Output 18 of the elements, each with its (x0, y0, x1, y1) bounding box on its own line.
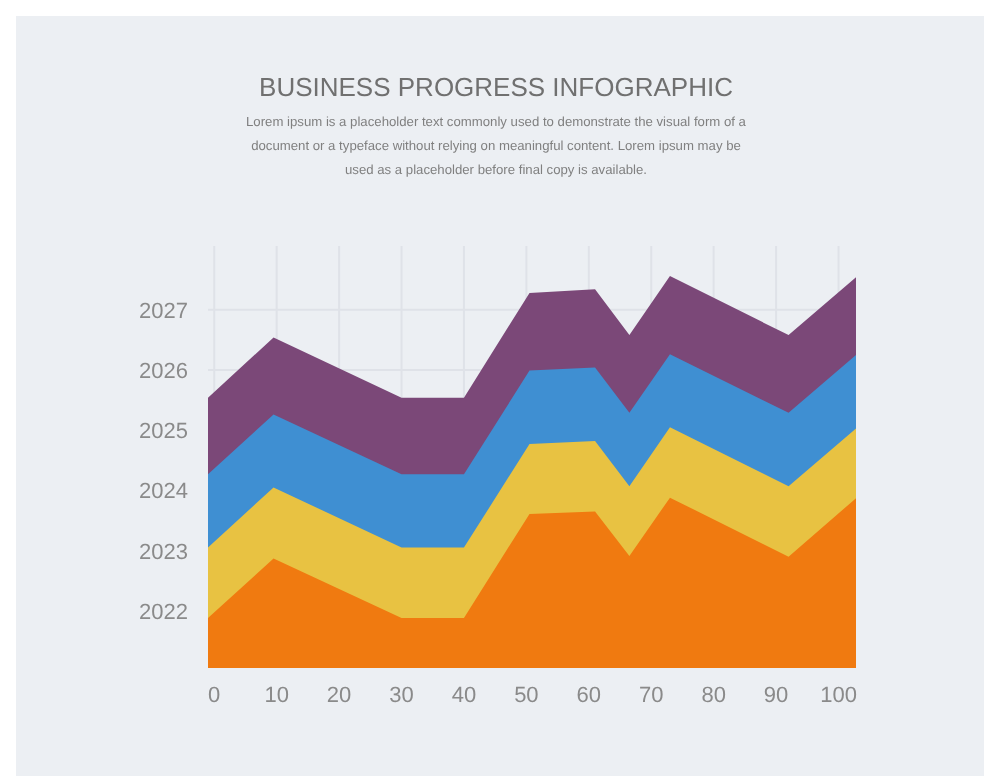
x-tick-label: 20 (326, 684, 352, 708)
x-tick-label: 0 (208, 684, 221, 708)
x-tick-label: 10 (264, 684, 289, 708)
x-tick-label: 70 (638, 684, 664, 708)
x-tick-label: 40 (451, 684, 477, 708)
y-tick-label: 2027 (139, 299, 188, 324)
x-tick-label: 90 (763, 684, 789, 708)
x-tick-label: 50 (514, 684, 539, 708)
x-tick-label: 80 (701, 684, 726, 708)
y-tick-label: 2026 (139, 360, 188, 385)
chart-title: BUSINESS PROGRESS INFOGRAPHIC (259, 72, 733, 102)
x-tick-label: 30 (389, 684, 414, 708)
x-tick-label: 60 (576, 684, 602, 708)
y-tick-label: 2023 (139, 540, 188, 565)
x-tick-label: 100 (820, 684, 857, 708)
y-tick-label: 2024 (139, 480, 188, 505)
y-tick-label: 2025 (139, 420, 188, 445)
y-tick-label: 2022 (139, 600, 188, 625)
